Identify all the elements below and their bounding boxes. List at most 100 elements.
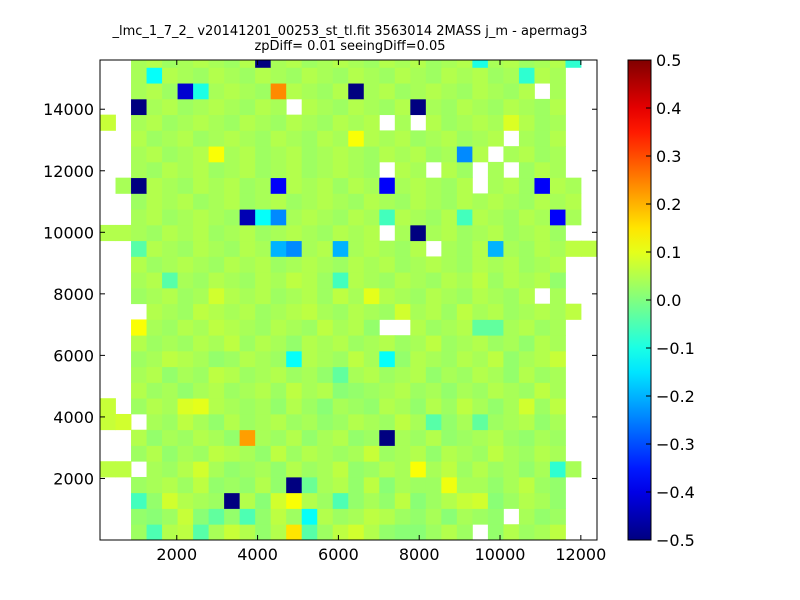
heatmap-cell: [518, 445, 535, 462]
heatmap-cell: [503, 303, 520, 320]
heatmap-cell: [162, 161, 178, 179]
heatmap-cell: [255, 335, 272, 352]
heatmap-cell: [286, 492, 303, 509]
heatmap-cell: [286, 303, 303, 320]
heatmap-cell: [255, 461, 272, 478]
heatmap-cell: [286, 272, 303, 289]
heatmap-cell: [518, 224, 535, 242]
heatmap-cell: [441, 256, 458, 273]
heatmap-cell: [239, 413, 256, 431]
heatmap-cell: [410, 224, 427, 242]
heatmap-cell: [100, 114, 116, 131]
heatmap-cell: [255, 382, 272, 399]
heatmap-cell: [363, 193, 380, 210]
heatmap-cell: [487, 476, 504, 494]
heatmap-cell: [534, 161, 551, 179]
heatmap-cell: [503, 476, 520, 494]
heatmap-cell: [518, 461, 535, 478]
heatmap-cell: [379, 98, 396, 116]
heatmap-cell: [239, 366, 256, 383]
heatmap-cell: [565, 60, 582, 68]
heatmap-cell: [301, 508, 318, 525]
heatmap-cell: [162, 83, 178, 100]
heatmap-cell: [208, 476, 225, 494]
heatmap-cell: [177, 240, 194, 257]
heatmap-cell: [332, 98, 349, 116]
heatmap-cell: [534, 67, 551, 84]
heatmap-cell: [301, 303, 318, 320]
heatmap-cell: [115, 413, 132, 431]
heatmap-cell: [301, 161, 318, 179]
heatmap-cell: [503, 382, 520, 399]
heatmap-cell: [208, 256, 225, 273]
heatmap-cell: [301, 193, 318, 210]
heatmap-cell: [239, 492, 256, 509]
heatmap-cell: [208, 130, 225, 147]
heatmap-cell: [332, 492, 349, 509]
heatmap-cell: [348, 98, 365, 116]
heatmap-cell: [146, 413, 163, 431]
heatmap-cell: [472, 98, 489, 116]
heatmap-cell: [100, 413, 116, 431]
heatmap-cell: [410, 209, 427, 226]
heatmap-cell: [270, 114, 287, 131]
x-tick-label: 8000: [399, 545, 440, 564]
heatmap-cell: [162, 287, 178, 305]
heatmap-cell: [503, 287, 520, 305]
heatmap-cell: [301, 350, 318, 368]
heatmap-cell: [239, 335, 256, 352]
heatmap-cell: [379, 350, 396, 368]
heatmap-cell: [518, 335, 535, 352]
heatmap-cell: [472, 445, 489, 462]
heatmap-cell: [208, 508, 225, 525]
heatmap-cell: [472, 224, 489, 242]
heatmap-cell: [193, 60, 210, 68]
heatmap-cell: [239, 508, 256, 525]
heatmap-cell: [301, 476, 318, 494]
heatmap-cell: [487, 461, 504, 478]
heatmap-cell: [317, 272, 334, 289]
heatmap-cell: [394, 476, 411, 494]
heatmap-cell: [255, 83, 272, 100]
heatmap-cell: [208, 240, 225, 257]
heatmap-cell: [317, 114, 334, 131]
heatmap-cell: [317, 130, 334, 147]
y-tick-label: 8000: [53, 285, 94, 304]
heatmap-cell: [146, 240, 163, 257]
heatmap-cell: [425, 524, 442, 541]
heatmap-cell: [332, 413, 349, 431]
heatmap-cell: [441, 130, 458, 147]
heatmap-cell: [162, 335, 178, 352]
heatmap-cell: [549, 256, 566, 273]
heatmap-cell: [332, 177, 349, 194]
heatmap-cell: [301, 224, 318, 242]
heatmap-cell: [131, 161, 147, 179]
heatmap-cell: [270, 287, 287, 305]
heatmap-cell: [146, 114, 163, 131]
heatmap-cell: [348, 60, 365, 68]
heatmap-cell: [177, 366, 194, 383]
heatmap-cell: [394, 303, 411, 320]
heatmap-cell: [534, 445, 551, 462]
heatmap-cell: [239, 161, 256, 179]
heatmap-cell: [503, 67, 520, 84]
heatmap-cell: [534, 413, 551, 431]
heatmap-cell: [286, 319, 303, 336]
heatmap-cell: [239, 193, 256, 210]
heatmap-cell: [177, 98, 194, 116]
heatmap-cell: [456, 209, 473, 226]
heatmap-cell: [239, 398, 256, 415]
heatmap-cell: [348, 130, 365, 147]
heatmap-cell: [394, 240, 411, 257]
heatmap-cell: [255, 476, 272, 494]
heatmap-cell: [208, 177, 225, 194]
heatmap-cell: [208, 524, 225, 541]
heatmap-cell: [410, 382, 427, 399]
heatmap-cell: [193, 209, 210, 226]
heatmap-cell: [224, 224, 241, 242]
heatmap-cell: [193, 256, 210, 273]
heatmap-cell: [518, 350, 535, 368]
heatmap-cell: [224, 287, 241, 305]
heatmap-cell: [348, 445, 365, 462]
heatmap-cell: [425, 382, 442, 399]
